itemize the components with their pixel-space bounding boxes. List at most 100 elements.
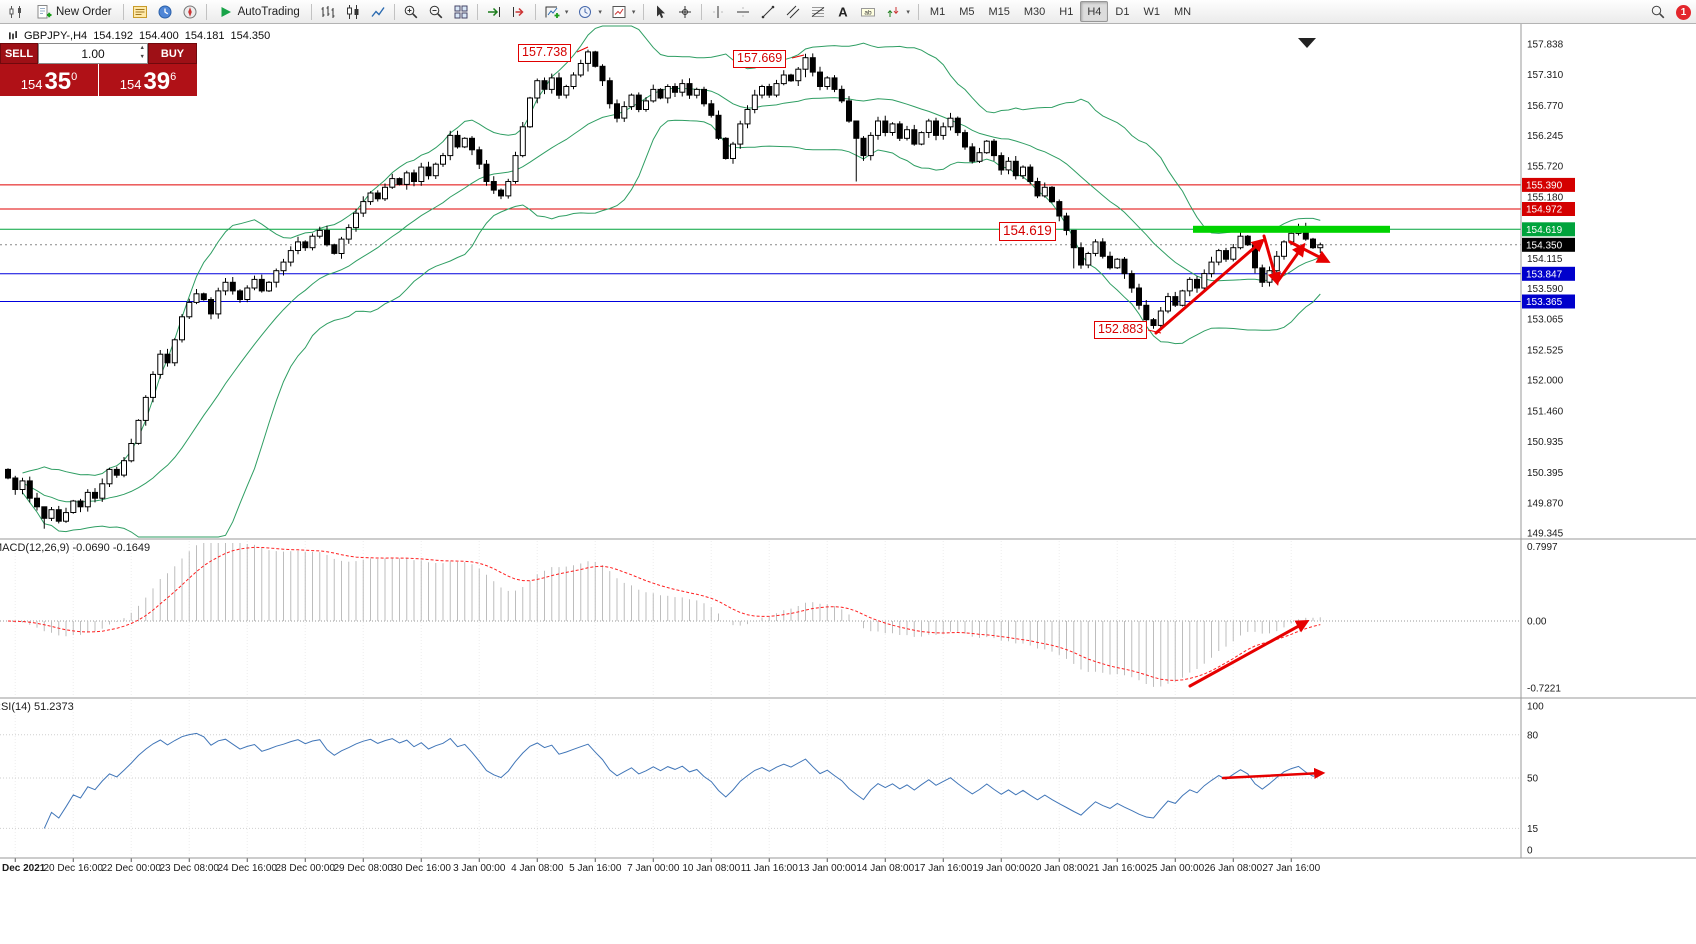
line-chart-button[interactable] xyxy=(366,1,390,22)
templates-button[interactable]: ▾ xyxy=(607,1,640,22)
tf-mn-button[interactable]: MN xyxy=(1167,1,1198,22)
candle xyxy=(882,120,889,133)
time-axis-label: 28 Dec 00:00 xyxy=(276,863,336,874)
dropdown-caret-icon[interactable]: ▾ xyxy=(564,8,569,16)
price-axis-tag xyxy=(1522,222,1575,237)
tf-m30-button[interactable]: M30 xyxy=(1017,1,1052,22)
tf-d1-button[interactable]: D1 xyxy=(1108,1,1136,22)
metaeditor-button[interactable] xyxy=(128,1,152,22)
tf-m1-button[interactable]: M1 xyxy=(923,1,952,22)
candle xyxy=(1157,310,1164,326)
notification-badge[interactable]: 1 xyxy=(1676,4,1691,20)
sell-button[interactable]: SELL xyxy=(0,43,38,64)
search-button[interactable] xyxy=(1646,2,1670,23)
price-callout[interactable]: 154.619 xyxy=(999,222,1056,241)
price-callout[interactable]: 157.669 xyxy=(733,50,787,68)
tf-m15-button[interactable]: M15 xyxy=(981,1,1016,22)
candle xyxy=(48,509,55,519)
trend-arrow[interactable] xyxy=(1188,620,1310,688)
chart-shift-marker[interactable] xyxy=(1298,38,1316,48)
candle xyxy=(403,172,410,185)
dropdown-caret-icon[interactable]: ▾ xyxy=(631,8,636,16)
tf-h4-button[interactable]: H4 xyxy=(1080,1,1109,22)
candle xyxy=(780,74,787,85)
trend-arrow[interactable] xyxy=(1288,240,1331,263)
buy-button[interactable]: BUY xyxy=(148,43,197,64)
candle xyxy=(295,241,301,251)
tf-h1-button[interactable]: H1 xyxy=(1052,1,1080,22)
price-axis-label: 151.460 xyxy=(1527,407,1564,418)
zoom-out-button[interactable] xyxy=(424,1,448,22)
vertical-line-button[interactable] xyxy=(706,1,730,22)
periods-button[interactable]: ▾ xyxy=(573,1,606,22)
text-label-icon: ab xyxy=(860,4,876,20)
market-watch-button[interactable] xyxy=(153,1,177,22)
dropdown-caret-icon[interactable]: ▾ xyxy=(906,8,910,16)
macd-panel-surface[interactable] xyxy=(0,539,1696,698)
trendline-button[interactable] xyxy=(756,1,780,22)
candle xyxy=(1244,235,1251,246)
dropdown-caret-icon[interactable]: ▾ xyxy=(598,8,602,16)
candle xyxy=(788,74,794,82)
text-label-button[interactable]: ab xyxy=(856,1,880,22)
equidistant-channel-button[interactable] xyxy=(781,1,805,22)
candle xyxy=(331,244,338,254)
candle xyxy=(1150,319,1157,327)
trend-arrow[interactable] xyxy=(1221,767,1326,780)
zoom-in-button[interactable] xyxy=(399,1,423,22)
volume-input[interactable]: 1.00 ▲ ▼ xyxy=(38,43,148,64)
sell-price-display[interactable]: 154 35 0 xyxy=(0,64,98,96)
auto-scroll-button[interactable] xyxy=(482,1,506,22)
price-axis-label: 154.115 xyxy=(1527,254,1563,265)
tf-m5-button[interactable]: M5 xyxy=(952,1,981,22)
price-callout[interactable]: 152.883 xyxy=(1094,321,1148,339)
callout-pointer-line xyxy=(791,54,805,59)
candle xyxy=(1034,181,1041,197)
tf-w1-label: W1 xyxy=(1143,5,1160,18)
trend-arrow[interactable] xyxy=(1154,238,1266,335)
spinner-up-icon[interactable]: ▲ xyxy=(139,45,145,51)
chart-window-button[interactable] xyxy=(4,1,28,22)
fibonacci-retracement-button[interactable] xyxy=(806,1,830,22)
candle xyxy=(1317,244,1324,249)
market-watch-icon xyxy=(157,4,173,20)
candle xyxy=(1186,278,1193,292)
candle xyxy=(70,500,77,513)
rsi-axis-label: 100 xyxy=(1527,702,1544,713)
trend-arrow[interactable] xyxy=(1262,234,1281,286)
autotrading-button[interactable]: AutoTrading xyxy=(211,1,307,22)
new-order-button[interactable]: New Order xyxy=(29,1,119,22)
resistance-highlight-bar[interactable] xyxy=(1193,225,1390,233)
arrow-objects-button[interactable]: ▾ xyxy=(881,1,914,22)
price-axis-label: 152.525 xyxy=(1527,345,1564,356)
new-order-label: New Order xyxy=(56,5,112,18)
candle xyxy=(1230,247,1237,260)
time-axis-label: 29 Dec 08:00 xyxy=(334,863,394,874)
tile-windows-button[interactable] xyxy=(449,1,473,22)
price-callout[interactable]: 157.738 xyxy=(518,44,572,62)
spinner-down-icon[interactable]: ▼ xyxy=(139,54,145,60)
candle xyxy=(498,189,504,197)
new-chart-button[interactable]: ▾ xyxy=(540,1,573,22)
text-button[interactable]: A xyxy=(831,1,855,22)
candle xyxy=(338,238,345,255)
bar-chart-button[interactable] xyxy=(316,1,340,22)
crosshair-button[interactable] xyxy=(673,1,697,22)
tf-w1-button[interactable]: W1 xyxy=(1136,1,1167,22)
trend-arrow[interactable] xyxy=(1276,242,1306,283)
horizontal-line-button[interactable] xyxy=(731,1,755,22)
rsi-panel-surface[interactable] xyxy=(0,698,1696,858)
candle xyxy=(621,106,628,119)
rsi-line xyxy=(43,732,1321,829)
candle xyxy=(1027,166,1034,183)
candle xyxy=(527,97,533,128)
candle xyxy=(490,181,497,191)
buy-price-display[interactable]: 154 39 6 xyxy=(99,64,197,96)
candlestick-chart-button[interactable] xyxy=(341,1,365,22)
chart-shift-button[interactable] xyxy=(507,1,531,22)
candle xyxy=(1085,253,1092,266)
cursor-button[interactable] xyxy=(648,1,672,22)
buy-price-main: 154 xyxy=(119,77,142,92)
navigator-button[interactable] xyxy=(178,1,202,22)
